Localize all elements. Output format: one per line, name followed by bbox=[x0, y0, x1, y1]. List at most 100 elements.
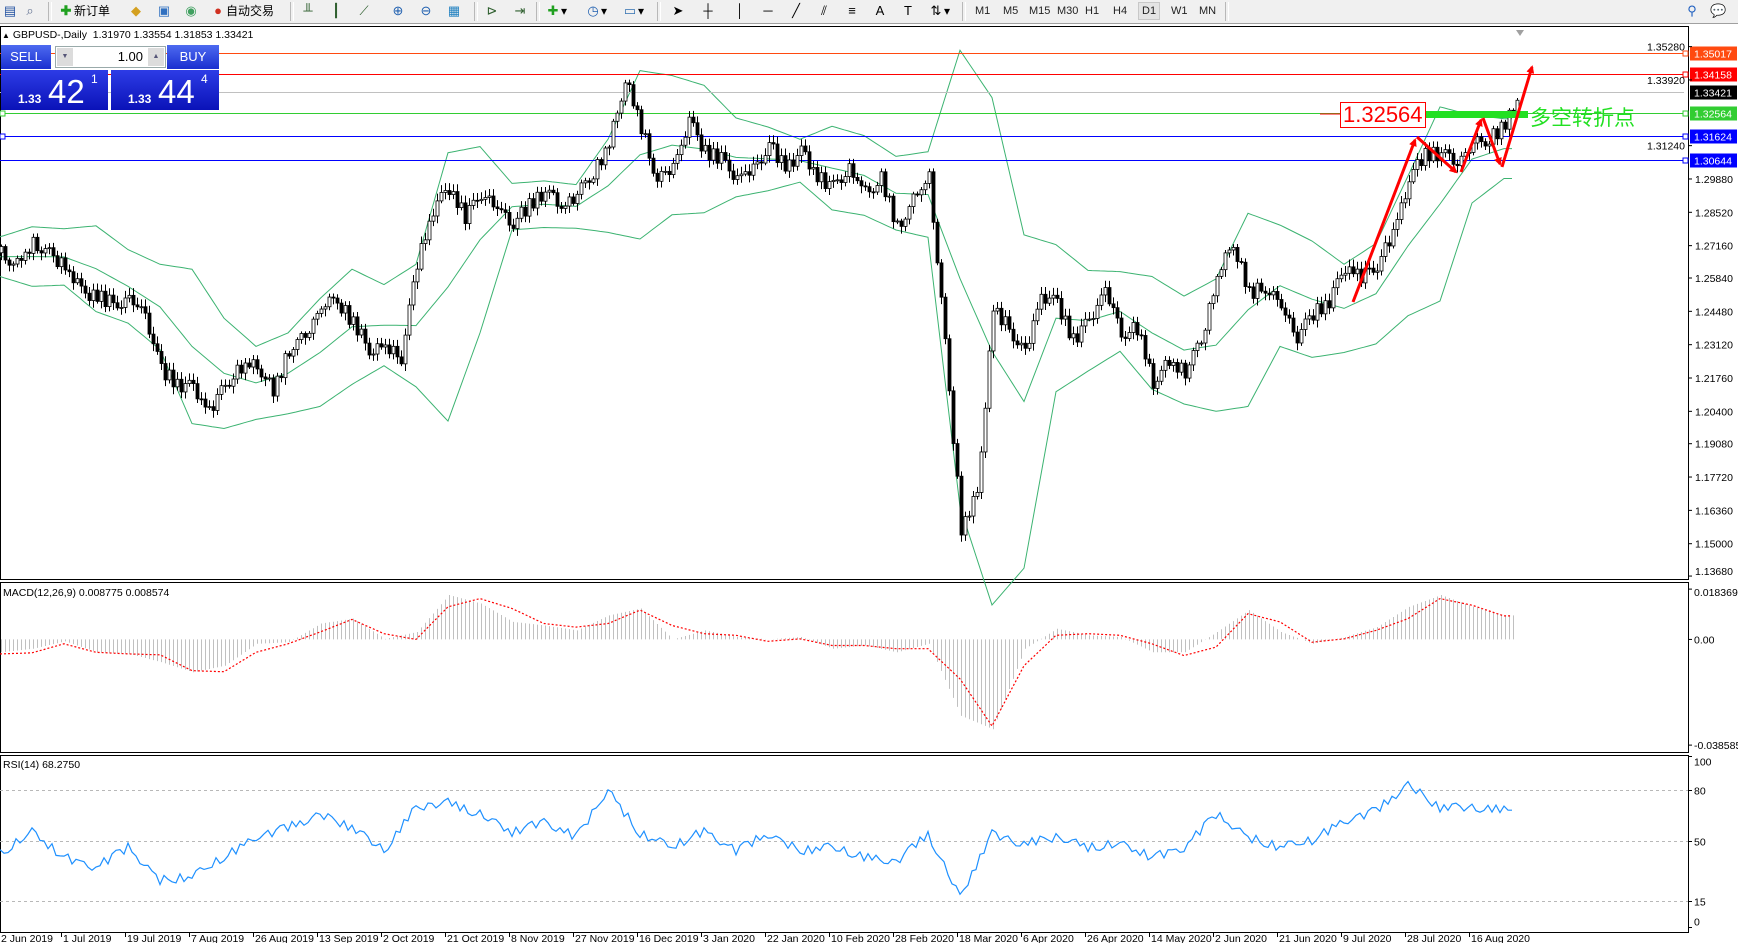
navigator-icon[interactable]: ⌕ bbox=[26, 3, 34, 18]
period-m1[interactable]: M1 bbox=[975, 5, 991, 17]
templates-icon[interactable]: ▭ ▾ bbox=[623, 3, 645, 18]
candle bbox=[227, 384, 232, 387]
arrow-up-2[interactable] bbox=[1459, 118, 1483, 173]
lot-increase-icon[interactable]: ▲ bbox=[148, 48, 164, 66]
candle bbox=[1251, 286, 1256, 299]
candlestick-icon[interactable]: ┃ bbox=[332, 3, 340, 18]
period-w1[interactable]: W1 bbox=[1171, 5, 1188, 17]
pivot-point-text[interactable]: 多空转折点 bbox=[1530, 106, 1635, 130]
zoom-out-icon[interactable]: ⊖ bbox=[420, 3, 432, 18]
hline-handle[interactable] bbox=[1682, 133, 1689, 140]
arrow-up-1[interactable] bbox=[1351, 138, 1417, 303]
candle bbox=[931, 171, 936, 223]
candle bbox=[1267, 292, 1272, 296]
new-chart-icon[interactable]: ▤ bbox=[3, 3, 17, 18]
candle bbox=[503, 209, 508, 213]
chart-shift-marker[interactable] bbox=[1516, 30, 1524, 36]
hline-handle[interactable] bbox=[1682, 157, 1689, 164]
arrow-up-3[interactable] bbox=[1500, 65, 1535, 168]
market-watch-icon[interactable]: ▣ bbox=[157, 3, 171, 18]
period-m15[interactable]: M15 bbox=[1029, 5, 1051, 17]
text-icon[interactable]: A bbox=[875, 3, 885, 18]
candle bbox=[595, 159, 600, 180]
period-h1[interactable]: H1 bbox=[1085, 5, 1100, 17]
period-d1[interactable]: D1 bbox=[1138, 2, 1161, 20]
hline-handle[interactable] bbox=[1682, 110, 1689, 117]
buy-price-button[interactable]: 1.33 44 4 bbox=[111, 70, 219, 110]
hline-handle[interactable] bbox=[1682, 71, 1689, 78]
pivot-bar[interactable] bbox=[1423, 111, 1528, 118]
signals-icon[interactable]: ◉ bbox=[185, 3, 197, 18]
period-mn[interactable]: MN bbox=[1199, 5, 1217, 17]
time-tick-label: 13 Sep 2019 bbox=[319, 933, 379, 943]
arrows-icon[interactable]: ⇅ ▾ bbox=[930, 3, 951, 18]
candle bbox=[1051, 294, 1056, 299]
arrow-down-1[interactable] bbox=[1415, 135, 1458, 174]
sell-button[interactable]: SELL bbox=[1, 45, 51, 69]
price-tag-label: 1.31624 bbox=[1694, 132, 1732, 144]
hline-handle[interactable] bbox=[1682, 50, 1689, 57]
candle bbox=[587, 180, 592, 183]
candle bbox=[187, 379, 192, 384]
search-icon[interactable]: ⚲ bbox=[1687, 3, 1697, 18]
candle bbox=[259, 368, 264, 378]
candle bbox=[1195, 342, 1200, 351]
price-tick-label: 1.19080 bbox=[1695, 439, 1733, 451]
trendline-icon[interactable]: ╱ bbox=[792, 3, 800, 18]
candle bbox=[1375, 270, 1380, 273]
period-m30[interactable]: M30 bbox=[1057, 5, 1079, 17]
crosshair-icon[interactable]: ┼ bbox=[703, 3, 713, 18]
zoom-in-icon[interactable]: ⊕ bbox=[392, 3, 404, 18]
candle bbox=[1027, 342, 1032, 349]
horizontal-line-icon[interactable]: ─ bbox=[763, 3, 773, 18]
lot-size-field[interactable]: ▼ 1.00 ▲ bbox=[55, 46, 166, 68]
candle bbox=[251, 359, 256, 368]
candle bbox=[11, 263, 16, 266]
period-m5[interactable]: M5 bbox=[1003, 5, 1019, 17]
macd-tick-label: 0.00 bbox=[1694, 634, 1715, 646]
buy-button[interactable]: BUY bbox=[167, 45, 219, 69]
candle bbox=[723, 152, 728, 161]
cursor-icon[interactable]: ➤ bbox=[672, 3, 684, 18]
hline-handle[interactable] bbox=[0, 133, 6, 140]
lot-decrease-icon[interactable]: ▼ bbox=[57, 48, 73, 66]
candle bbox=[1135, 322, 1140, 336]
arrow-down-2[interactable] bbox=[1481, 117, 1502, 166]
indicators-icon[interactable]: ✚ ▾ bbox=[547, 3, 568, 18]
periods-icon[interactable]: ◷ ▾ bbox=[587, 3, 608, 18]
tile-windows-icon[interactable]: ▦ bbox=[447, 3, 461, 18]
new-order-button[interactable]: ✚ 新订单 bbox=[58, 2, 110, 20]
candle bbox=[1075, 333, 1080, 343]
lot-value[interactable]: 1.00 bbox=[117, 49, 143, 64]
toolbar-separator bbox=[290, 2, 294, 21]
rsi-line bbox=[0, 780, 1512, 896]
trend-arrows[interactable] bbox=[1351, 65, 1535, 303]
hline-handle[interactable] bbox=[0, 110, 6, 117]
candle bbox=[1079, 325, 1084, 343]
chat-icon[interactable]: 💬 bbox=[1710, 3, 1727, 18]
candle bbox=[967, 515, 972, 518]
gold-icon[interactable]: ◆ bbox=[131, 3, 141, 18]
candle bbox=[543, 191, 548, 202]
fibo-channel-icon[interactable]: ⫽ bbox=[821, 3, 827, 18]
period-h4[interactable]: H4 bbox=[1113, 5, 1128, 17]
candle bbox=[55, 255, 60, 268]
candle bbox=[983, 407, 988, 453]
candle bbox=[839, 179, 844, 183]
price-text-label[interactable]: 1.32564 bbox=[1340, 102, 1426, 128]
chart-shift-icon[interactable]: ⊳ bbox=[486, 3, 498, 18]
auto-trading-button[interactable]: ● 自动交易 bbox=[210, 2, 274, 20]
candle bbox=[787, 159, 792, 172]
bar-chart-icon[interactable]: ╨ bbox=[303, 3, 313, 18]
collapse-icon[interactable]: ▲ bbox=[2, 31, 10, 40]
auto-scroll-icon[interactable]: ⇥ bbox=[514, 3, 526, 18]
line-chart-icon[interactable]: ⟋ bbox=[359, 3, 369, 18]
fibo-retracement-icon[interactable]: ≡ bbox=[848, 3, 856, 18]
candle bbox=[711, 148, 716, 161]
candle bbox=[1183, 362, 1188, 379]
candle bbox=[263, 376, 268, 380]
vertical-line-icon[interactable]: │ bbox=[735, 3, 745, 18]
sell-price-button[interactable]: 1.33 42 1 bbox=[1, 70, 108, 110]
text-label-icon[interactable]: T bbox=[904, 3, 912, 18]
